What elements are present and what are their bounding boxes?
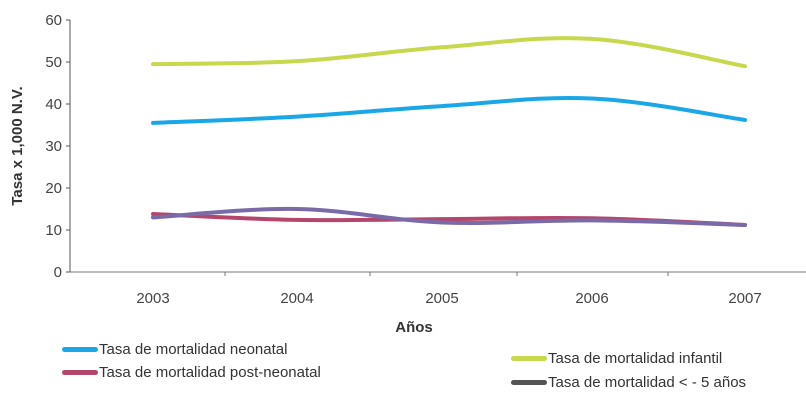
y-tick-label: 20 [45, 180, 62, 197]
x-tick-label: 2006 [575, 290, 608, 307]
legend-swatch-infantil [511, 356, 547, 361]
y-tick-label: 50 [45, 54, 62, 71]
legend-swatch-post-neonatal [62, 370, 98, 375]
y-tick-label: 30 [45, 138, 62, 155]
y-tick-label: 40 [45, 96, 62, 113]
series-line-0 [151, 96, 747, 125]
legend-label-menor-5: Tasa de mortalidad < - 5 años [548, 374, 747, 391]
y-tick-label: 10 [45, 222, 62, 239]
legend-swatch-neonatal [62, 347, 98, 352]
legend-label-infantil: Tasa de mortalidad infantil [548, 350, 723, 367]
legend-label-neonatal: Tasa de mortalidad neonatal [99, 341, 288, 358]
y-axis-label: Tasa x 1,000 N.V. [9, 86, 26, 205]
legend-item-post-neonatal: Tasa de mortalidad post-neonatal [62, 364, 321, 381]
legend-swatch-menor-5 [511, 380, 547, 385]
x-tick-label: 2003 [136, 290, 169, 307]
y-tick-label: 60 [45, 12, 62, 29]
x-tick-label: 2007 [728, 290, 761, 307]
legend-label-post-neonatal: Tasa de mortalidad post-neonatal [99, 364, 321, 381]
x-axis-label: Años [395, 319, 433, 336]
legend-item-infantil: Tasa de mortalidad infantil [511, 350, 722, 367]
series-line-2 [151, 36, 747, 69]
series-lines [151, 36, 747, 227]
x-tick-label: 2004 [280, 290, 313, 307]
axes: 0 10 20 30 40 50 60 2003 2004 2005 2006 2007 Tasa x … [9, 12, 806, 336]
x-tick-label: 2005 [425, 290, 458, 307]
legend-item-neonatal: Tasa de mortalidad neonatal [62, 341, 287, 358]
legend-item-menor-5: Tasa de mortalidad < - 5 años [511, 374, 746, 391]
y-tick-label: 0 [54, 264, 62, 281]
